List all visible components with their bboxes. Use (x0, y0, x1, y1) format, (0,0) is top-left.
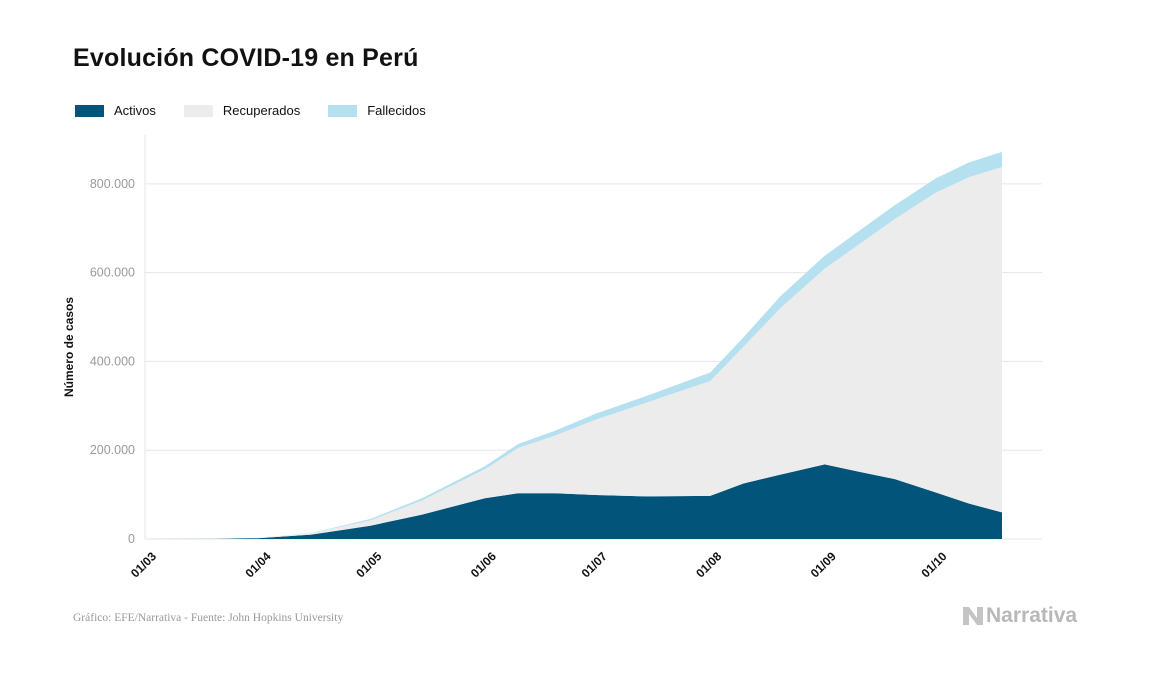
legend-swatch-fallecidos (328, 104, 358, 117)
x-tick-label: 01/05 (353, 549, 384, 580)
x-tick-label: 01/07 (579, 549, 610, 580)
y-tick-label: 600.000 (90, 266, 135, 280)
x-tick-label: 01/10 (918, 549, 949, 580)
legend-item-fallecidos: Fallecidos (328, 103, 426, 118)
y-axis-title: Número de casos (62, 297, 76, 397)
x-tick-label: 01/03 (128, 549, 159, 580)
y-tick-label: 400.000 (90, 354, 135, 368)
legend-item-recuperados: Recuperados (183, 103, 301, 118)
legend-item-activos: Activos (75, 103, 156, 118)
legend-label-fallecidos: Fallecidos (367, 103, 426, 118)
x-tick-label: 01/09 (808, 549, 839, 580)
legend-label-recuperados: Recuperados (222, 103, 301, 118)
legend-swatch-recuperados (183, 104, 213, 117)
narrativa-n-icon (963, 607, 983, 625)
y-tick-label: 800.000 (90, 177, 135, 191)
area-activos (145, 464, 1002, 539)
y-tick-label: 0 (128, 532, 135, 546)
brand-logo: Narrativa (962, 604, 1077, 628)
legend-label-activos: Activos (114, 103, 156, 118)
x-tick-label: 01/06 (468, 549, 499, 580)
legend-swatch-activos (75, 104, 104, 117)
brand-name: Narrativa (986, 604, 1078, 627)
x-tick-label: 01/04 (242, 549, 273, 580)
area-recuperados (145, 167, 1002, 539)
chart-title: Evolución COVID-19 en Perú (73, 44, 419, 72)
legend: Activos Recuperados Fallecidos (75, 103, 426, 118)
y-tick-label: 200.000 (90, 443, 135, 457)
source-note: Gráfico: EFE/Narrativa - Fuente: John Ho… (73, 612, 344, 624)
x-tick-label: 01/08 (693, 549, 724, 580)
